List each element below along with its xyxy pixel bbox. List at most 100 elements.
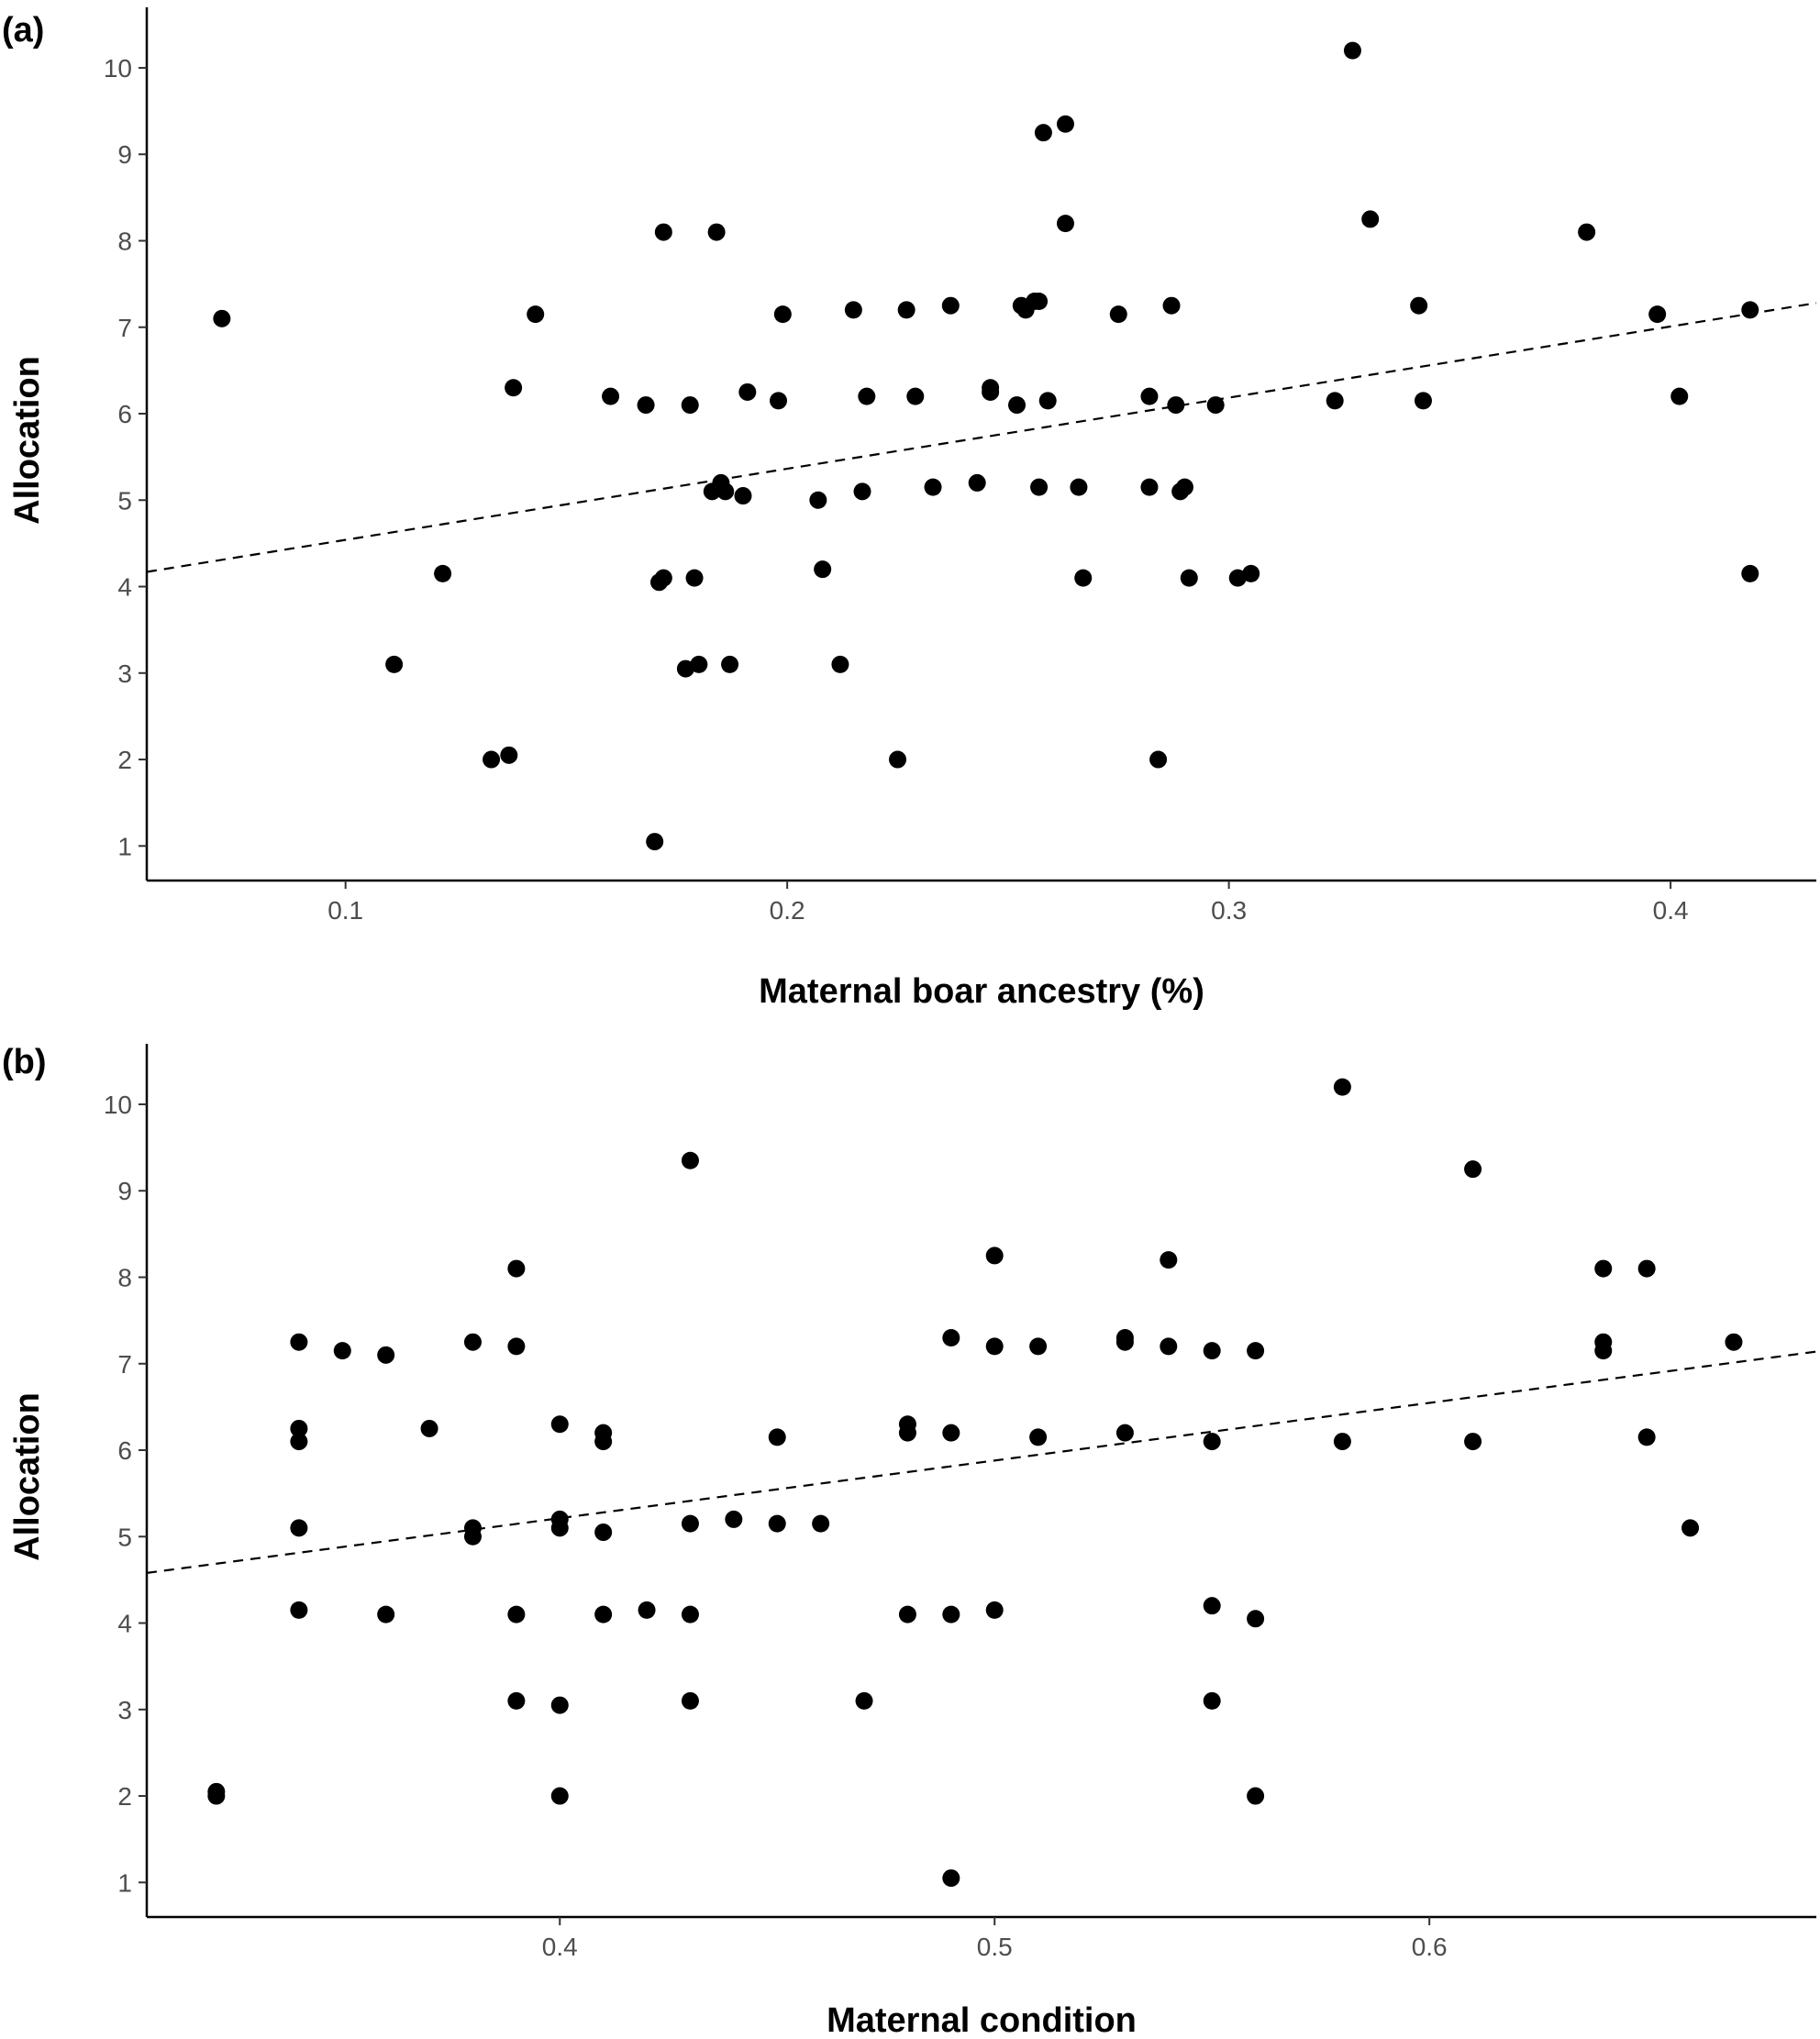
data-point (377, 1346, 395, 1364)
data-point (594, 1605, 613, 1623)
data-point (1637, 1428, 1656, 1446)
data-point (721, 655, 739, 673)
y-tick-label: 2 (117, 746, 132, 774)
data-point (207, 1782, 226, 1801)
data-point (1648, 305, 1667, 324)
y-tick-label: 3 (117, 659, 132, 688)
x-tick-label: 0.2 (770, 896, 805, 925)
data-point (1030, 478, 1049, 496)
data-point (638, 1601, 656, 1619)
data-point (898, 1605, 916, 1623)
trend-line (146, 302, 1817, 573)
data-point (1203, 1433, 1221, 1451)
data-point (681, 1605, 699, 1623)
data-point (773, 305, 792, 324)
data-point (1725, 1333, 1743, 1351)
data-point (507, 1691, 526, 1710)
data-point (637, 396, 655, 415)
data-point (1741, 564, 1759, 582)
panel-label: (b) (2, 1043, 47, 1081)
data-point (290, 1333, 308, 1351)
data-point (906, 387, 925, 405)
data-point (1008, 396, 1027, 415)
panel-label: (a) (2, 11, 44, 50)
data-point (1115, 1424, 1134, 1442)
y-axis-title: Allocation (8, 1392, 47, 1561)
y-tick-label: 10 (104, 1091, 132, 1119)
data-point (725, 1510, 743, 1528)
data-point (1149, 750, 1168, 769)
y-tick-label: 1 (117, 1868, 132, 1897)
data-point (1242, 564, 1260, 582)
data-point (924, 478, 942, 496)
x-tick-label: 0.1 (327, 896, 363, 925)
y-tick-label: 2 (117, 1782, 132, 1811)
data-point (768, 1514, 786, 1533)
data-point (942, 1605, 960, 1623)
data-point (483, 750, 501, 769)
data-point (1414, 392, 1432, 410)
data-point (831, 655, 849, 673)
data-point (853, 482, 871, 501)
data-point (1333, 1433, 1351, 1451)
data-point (716, 482, 735, 501)
data-point (1056, 215, 1074, 233)
x-tick-label: 0.5 (977, 1933, 1013, 1961)
data-point (1741, 301, 1759, 319)
data-point (1464, 1433, 1482, 1451)
data-point (290, 1433, 308, 1451)
x-tick-label: 0.4 (1653, 896, 1689, 925)
data-point (1464, 1160, 1482, 1179)
data-point (855, 1691, 873, 1710)
y-tick-label: 4 (117, 573, 132, 602)
data-point (1162, 296, 1181, 315)
data-point (809, 491, 827, 509)
data-point (942, 1869, 960, 1888)
y-tick-label: 5 (117, 486, 132, 515)
data-point (942, 1424, 960, 1442)
data-point (290, 1601, 308, 1619)
data-point (507, 1259, 526, 1278)
data-point (654, 569, 672, 587)
data-point (681, 1514, 699, 1533)
y-tick-label: 3 (117, 1696, 132, 1724)
y-tick-label: 6 (117, 1436, 132, 1465)
data-point (858, 387, 876, 405)
data-point (594, 1524, 613, 1542)
y-tick-label: 5 (117, 1523, 132, 1551)
data-point (1074, 569, 1093, 587)
data-point (734, 487, 752, 505)
data-point (550, 1415, 569, 1434)
data-point (889, 750, 907, 769)
data-point (1333, 1078, 1351, 1096)
data-point (1029, 1337, 1048, 1356)
data-point (527, 305, 545, 324)
data-point (1038, 392, 1057, 410)
data-point (463, 1333, 482, 1351)
data-point (646, 833, 664, 851)
data-point (507, 1605, 526, 1623)
data-point (844, 301, 862, 319)
data-point (1180, 569, 1198, 587)
data-point (1228, 569, 1247, 587)
data-point (1206, 396, 1225, 415)
data-point (602, 387, 620, 405)
data-point (985, 1337, 1004, 1356)
data-point (814, 560, 832, 579)
data-point (1029, 1428, 1048, 1446)
data-point (1070, 478, 1088, 496)
data-point (942, 1328, 960, 1346)
data-point (898, 1415, 916, 1434)
data-point (1594, 1259, 1613, 1278)
data-point (1203, 1342, 1221, 1360)
data-point (812, 1514, 830, 1533)
data-point (550, 1696, 569, 1714)
y-tick-label: 8 (117, 1263, 132, 1291)
y-tick-label: 8 (117, 227, 132, 255)
data-point (1115, 1328, 1134, 1346)
data-point (377, 1605, 395, 1623)
x-axis-title: Maternal condition (827, 2001, 1137, 2039)
data-point (1578, 223, 1596, 241)
x-tick-label: 0.6 (1412, 1933, 1448, 1961)
data-point (434, 564, 452, 582)
